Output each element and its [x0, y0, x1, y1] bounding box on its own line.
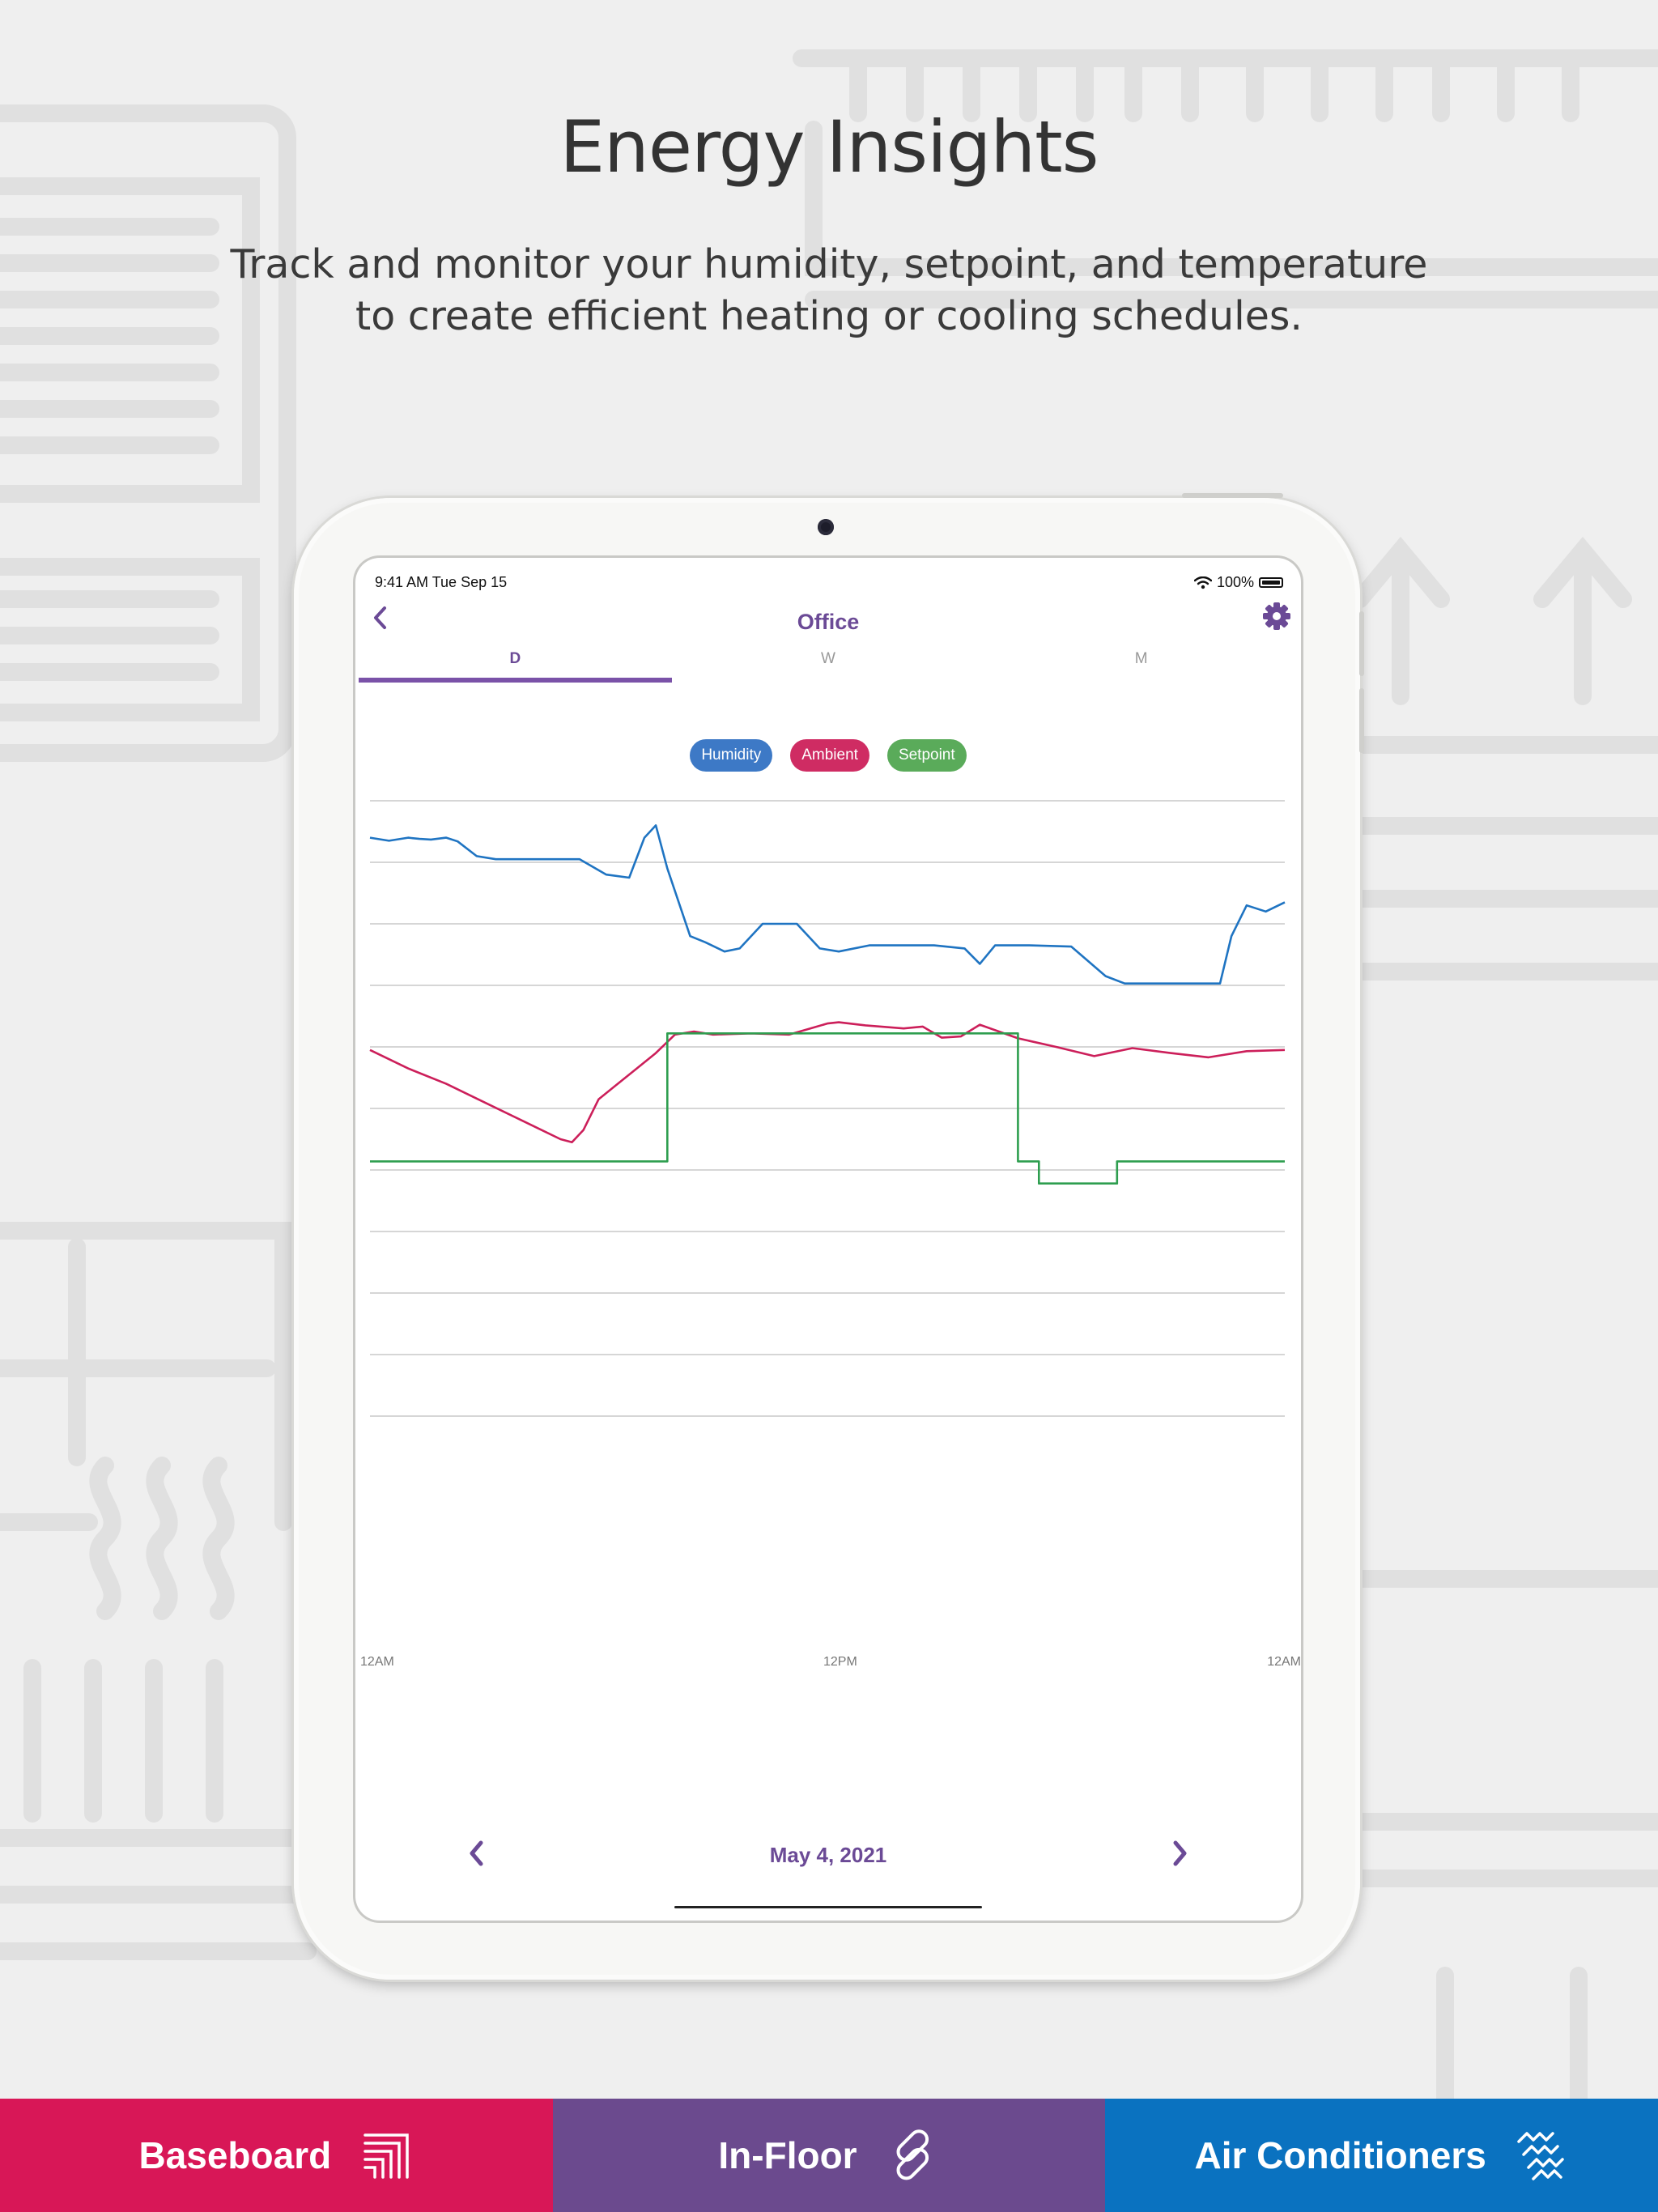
page-headline: Energy Insights [559, 105, 1099, 189]
series-line-ambient [369, 1021, 1286, 1144]
battery-icon [1259, 577, 1283, 588]
next-day-button[interactable] [1163, 1833, 1196, 1874]
category-label: In-Floor [718, 2134, 857, 2176]
energy-line-chart [369, 800, 1286, 1417]
x-tick-label: 12PM [823, 1655, 857, 1669]
category-label: Air Conditioners [1194, 2134, 1486, 2176]
wifi-icon [1193, 576, 1212, 589]
volume-down-button [1359, 688, 1364, 753]
date-navigator: May 4, 2021 [355, 1833, 1301, 1882]
x-tick-label: 12AM [1267, 1655, 1301, 1669]
category-baseboard[interactable]: Baseboard [0, 2099, 553, 2212]
page-subheadline: Track and monitor your humidity, setpoin… [202, 239, 1456, 342]
category-air-conditioners[interactable]: Air Conditioners [1105, 2099, 1658, 2212]
tab-month[interactable]: M [1134, 650, 1148, 667]
settings-button[interactable] [1261, 600, 1293, 632]
status-time: 9:41 AM Tue Sep 15 [375, 574, 508, 590]
series-line-humidity [369, 824, 1286, 985]
x-tick-label: 12AM [360, 1655, 394, 1669]
chevron-right-icon [1173, 1840, 1187, 1866]
volume-up-button [1359, 611, 1364, 676]
product-category-bar: Baseboard In-Floor Air Conditioners [0, 2099, 1658, 2212]
legend-humidity[interactable]: Humidity [690, 739, 773, 772]
category-in-floor[interactable]: In-Floor [552, 2099, 1106, 2212]
range-tabs: D W M [359, 647, 1298, 683]
top-button [1182, 493, 1283, 498]
battery-percent: 100% [1216, 574, 1254, 590]
status-bar: 9:41 AM Tue Sep 15 100% [355, 566, 1301, 590]
front-camera [818, 519, 834, 535]
chevron-left-icon [470, 1840, 483, 1866]
current-date: May 4, 2021 [769, 1843, 887, 1867]
baseboard-icon [363, 2133, 409, 2179]
air-conditioner-icon [1517, 2132, 1564, 2180]
chart-legend: Humidity Ambient Setpoint [355, 739, 1301, 772]
chevron-left-icon [374, 606, 386, 629]
back-button[interactable] [365, 602, 397, 634]
tab-week[interactable]: W [821, 650, 835, 667]
nav-bar: Office [355, 597, 1301, 645]
category-label: Baseboard [138, 2134, 332, 2176]
in-floor-icon [896, 2129, 929, 2180]
x-axis: 12AM 12PM 12AM [355, 1655, 1301, 1671]
series-line-setpoint [370, 1032, 1285, 1185]
app-screen: 9:41 AM Tue Sep 15 100% Office [355, 558, 1301, 1921]
nav-title: Office [797, 610, 860, 634]
gear-icon [1263, 602, 1290, 630]
legend-setpoint[interactable]: Setpoint [886, 739, 967, 772]
status-right: 100% [1193, 574, 1283, 591]
subhead-line-2: to create efficient heating or cooling s… [355, 293, 1303, 339]
subhead-line-1: Track and monitor your humidity, setpoin… [230, 241, 1428, 287]
home-indicator [674, 1906, 982, 1908]
previous-day-button[interactable] [461, 1833, 493, 1874]
tab-day[interactable]: D [359, 647, 672, 683]
legend-ambient[interactable]: Ambient [790, 739, 869, 772]
